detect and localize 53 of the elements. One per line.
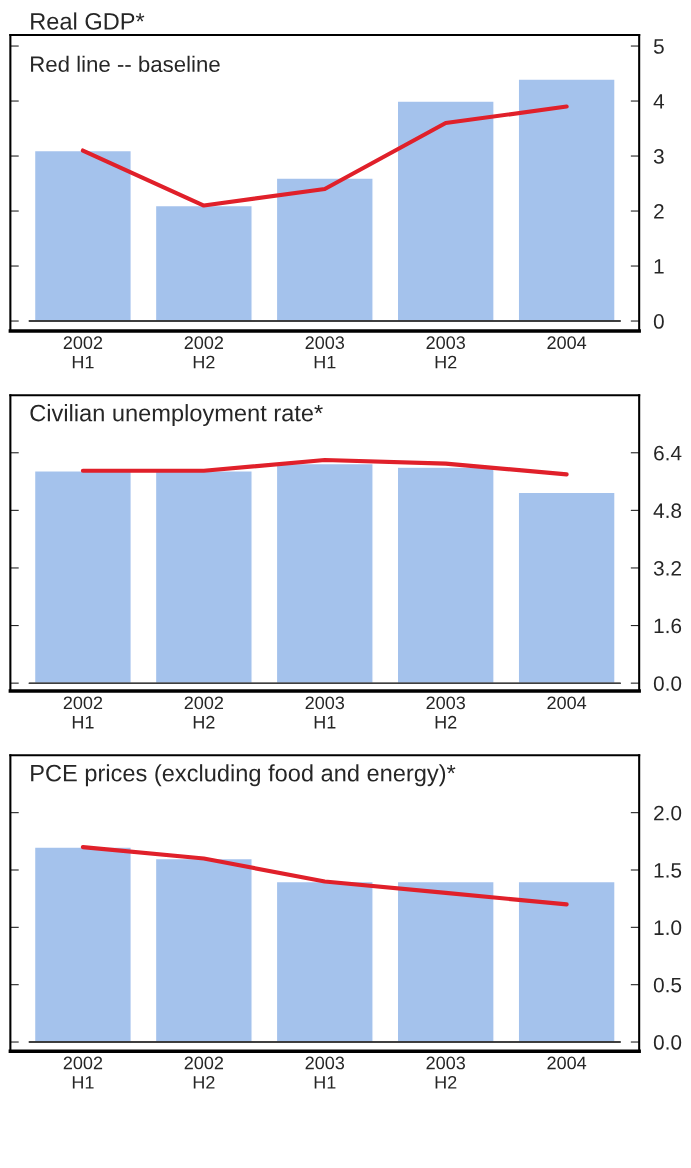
- x-tick-label: 2002 H1: [63, 1056, 103, 1089]
- bar: [396, 880, 495, 1043]
- bar: [33, 149, 132, 322]
- bar: [154, 857, 253, 1043]
- bar: [275, 880, 374, 1043]
- x-tick-label: 2003 H2: [426, 696, 465, 729]
- y-tick-label: 1: [654, 259, 664, 274]
- bar: [275, 462, 374, 684]
- x-tick-label: 2002 H2: [184, 336, 224, 369]
- x-tick-label: 2002 H2: [184, 1056, 224, 1089]
- bar: [33, 470, 132, 684]
- bar: [275, 177, 374, 322]
- y-tick-label: 0.5: [653, 977, 682, 993]
- y-tick-label: 5: [653, 39, 664, 54]
- x-tick-label: 2002 H2: [184, 696, 224, 729]
- bar: [517, 491, 616, 684]
- x-tick-label: 2004: [547, 1056, 587, 1070]
- x-tick-label: 2003 H1: [305, 1056, 345, 1089]
- x-tick-label: 2003 H1: [305, 336, 345, 369]
- bar: [517, 78, 616, 322]
- x-tick-label: 2004: [547, 696, 587, 710]
- bar: [396, 466, 495, 684]
- y-tick-label: 0.0: [653, 676, 682, 691]
- x-tick-label: 2003 H2: [426, 1056, 465, 1089]
- x-tick-label: 2003 H1: [305, 696, 345, 729]
- y-tick-label: 0: [653, 314, 664, 329]
- x-tick-label: 2002 H1: [63, 336, 103, 369]
- x-tick-label: 2004: [547, 336, 587, 350]
- y-tick-label: 0.0: [653, 1035, 682, 1050]
- line-series: [80, 104, 569, 208]
- y-tick-label: 2: [654, 204, 664, 219]
- bar: [517, 880, 616, 1043]
- bar: [154, 470, 253, 684]
- chart-title: Real GDP*: [31, 12, 145, 30]
- bar: [396, 100, 495, 322]
- chart-title: PCE prices (excluding food and energy)*: [31, 764, 456, 787]
- line-series: [80, 457, 569, 477]
- y-tick-label: 4: [653, 94, 665, 109]
- bar: [33, 846, 132, 1043]
- y-tick-label: 4.8: [653, 503, 682, 519]
- y-tick-label: 6.4: [654, 445, 682, 461]
- x-tick-label: 2003 H2: [426, 336, 465, 369]
- y-tick-label: 2.0: [654, 805, 682, 821]
- annotation: Red line -- baseline: [31, 55, 220, 73]
- y-tick-label: 1.5: [654, 863, 682, 878]
- chart-title: Civilian unemployment rate*: [30, 404, 323, 427]
- y-tick-label: 3.2: [653, 560, 681, 576]
- x-tick-label: 2002 H1: [63, 696, 103, 729]
- y-tick-label: 3: [653, 149, 664, 164]
- y-tick-label: 1.6: [654, 618, 682, 634]
- bar: [154, 204, 253, 322]
- line-series: [80, 844, 569, 907]
- y-tick-label: 1.0: [654, 920, 682, 936]
